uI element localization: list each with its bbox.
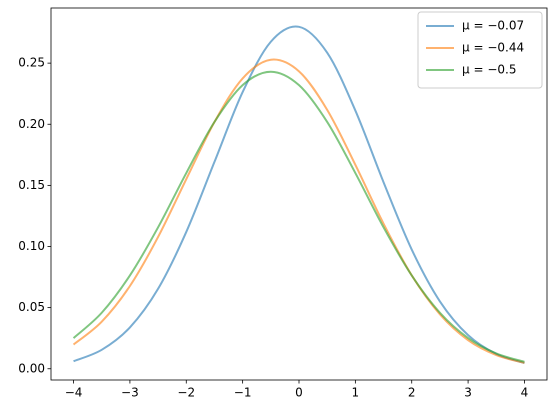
y-tick-label: 0.00 <box>18 361 45 375</box>
x-tick-label: −2 <box>177 386 195 400</box>
legend-label: μ = −0.07 <box>462 19 524 33</box>
y-tick-label: 0.10 <box>18 239 45 253</box>
x-tick-label: 0 <box>295 386 303 400</box>
y-tick-label: 0.05 <box>18 300 45 314</box>
x-tick-label: −1 <box>234 386 252 400</box>
x-tick-label: −4 <box>65 386 83 400</box>
y-tick-label: 0.20 <box>18 117 45 131</box>
legend-label: μ = −0.5 <box>462 63 516 77</box>
x-tick-label: 1 <box>352 386 360 400</box>
y-tick-label: 0.15 <box>18 178 45 192</box>
series-line <box>72 58 525 364</box>
x-tick-label: 4 <box>521 386 529 400</box>
x-tick-label: 3 <box>464 386 472 400</box>
series-line <box>73 25 525 364</box>
legend-label: μ = −0.44 <box>462 41 524 55</box>
x-tick-label: 2 <box>408 386 416 400</box>
x-tick-label: −3 <box>121 386 139 400</box>
y-tick-label: 0.25 <box>18 56 45 70</box>
series-line <box>72 70 525 363</box>
